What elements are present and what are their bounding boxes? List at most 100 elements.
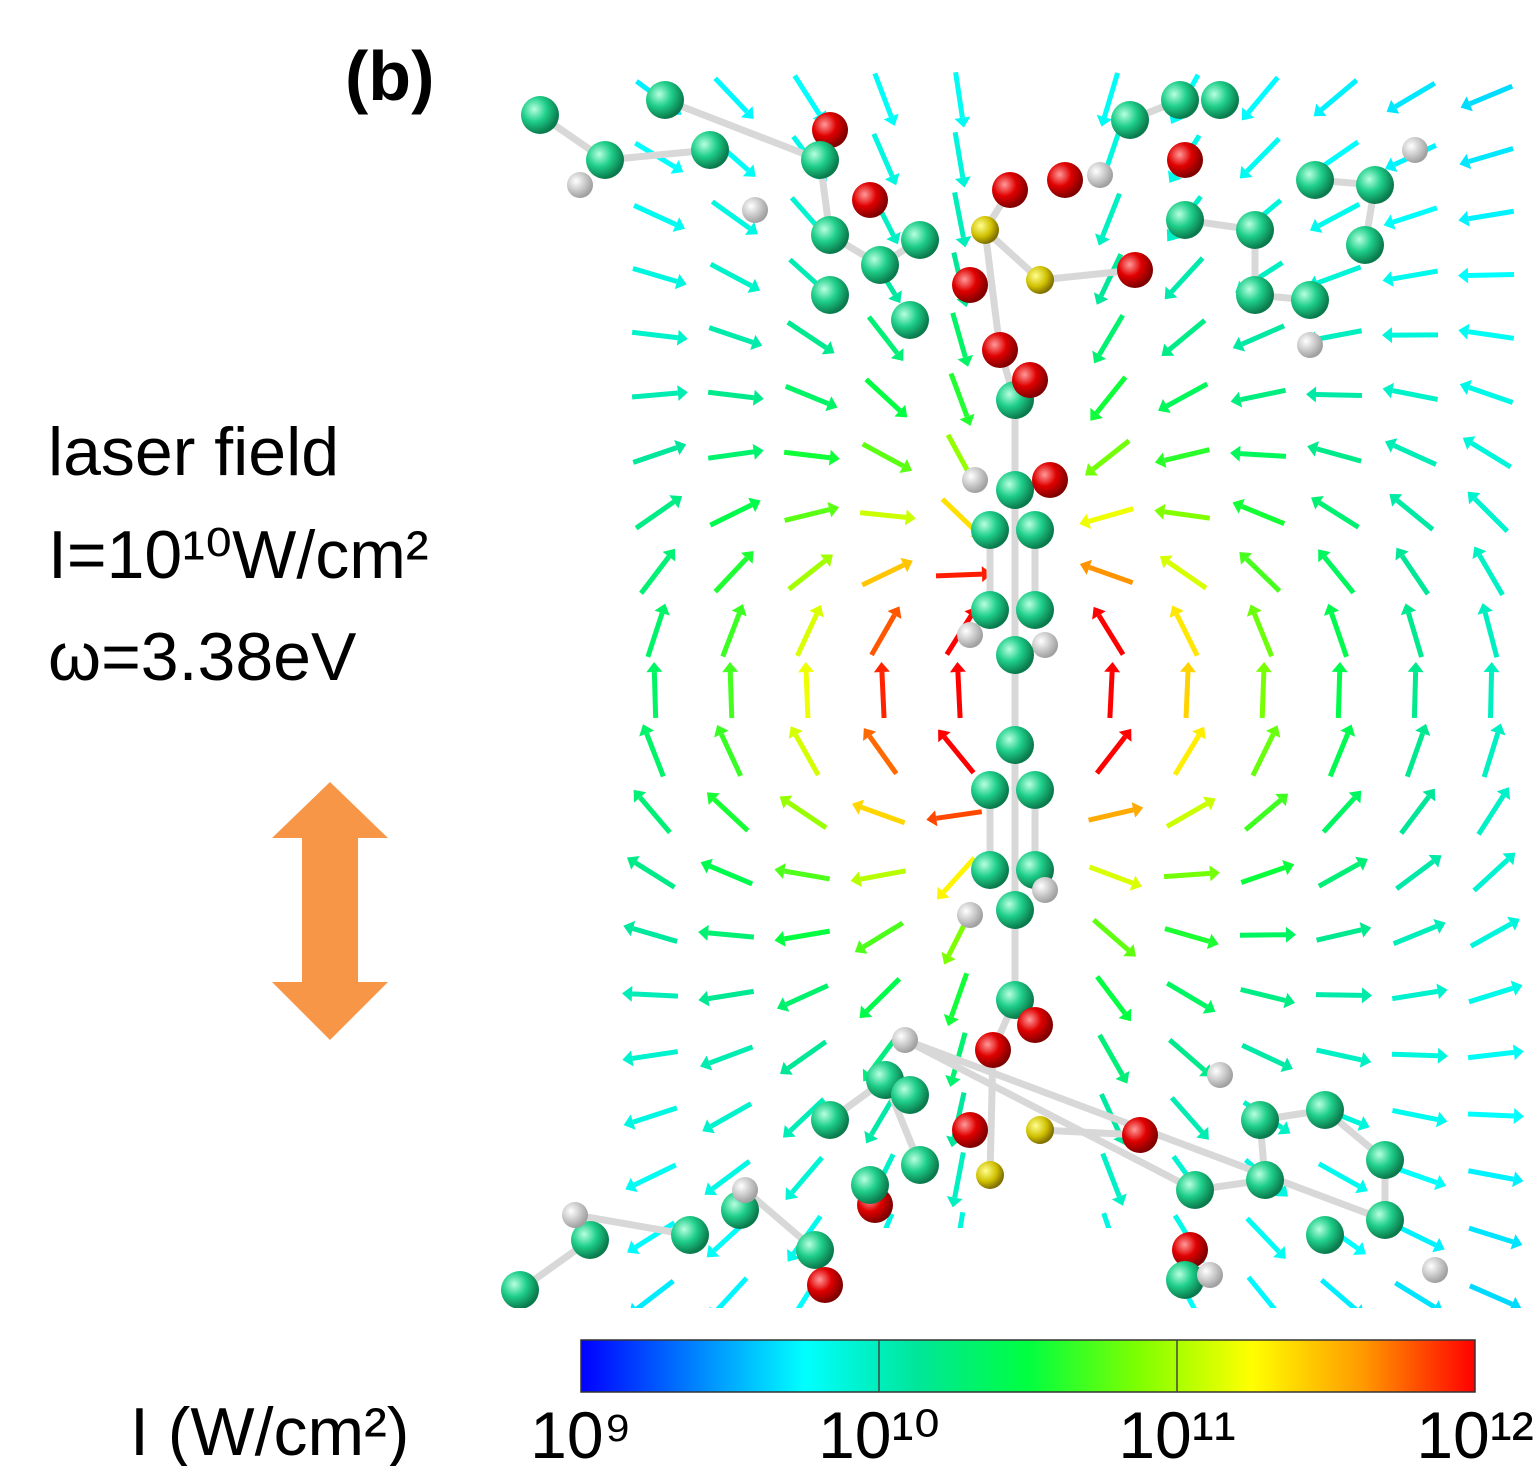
field-arrow bbox=[1468, 275, 1514, 276]
field-arrow bbox=[633, 448, 677, 463]
field-arrow bbox=[951, 373, 967, 416]
field-arrow-head bbox=[829, 450, 840, 466]
field-arrow bbox=[863, 923, 902, 947]
field-arrow bbox=[786, 985, 828, 1004]
field-arrow bbox=[1470, 86, 1512, 104]
field-arrow-head bbox=[1332, 662, 1348, 672]
field-arrow-head bbox=[753, 444, 764, 460]
field-arrow-head bbox=[1306, 387, 1316, 403]
field-arrow bbox=[882, 672, 884, 718]
field-arrow-head bbox=[1513, 1044, 1524, 1060]
atom bbox=[1012, 362, 1048, 398]
field-arrow bbox=[1164, 873, 1210, 876]
field-arrow bbox=[1089, 567, 1132, 582]
field-arrow bbox=[944, 737, 973, 773]
field-arrow-head bbox=[1256, 662, 1272, 672]
field-arrow bbox=[1103, 194, 1120, 237]
laser-title: laser field bbox=[48, 414, 339, 490]
atom bbox=[1297, 332, 1323, 358]
field-arrow bbox=[1167, 804, 1207, 827]
field-arrow bbox=[944, 858, 975, 892]
field-arrow-head bbox=[646, 662, 662, 672]
field-arrow bbox=[708, 991, 753, 998]
field-arrow bbox=[936, 574, 982, 576]
field-arrow bbox=[1093, 441, 1129, 470]
atom bbox=[567, 172, 593, 198]
field-arrow bbox=[870, 736, 897, 773]
field-arrow bbox=[784, 931, 829, 939]
colorbar-tick-label: 10⁹ bbox=[530, 1398, 632, 1466]
atom bbox=[1166, 201, 1204, 239]
field-arrow bbox=[1317, 449, 1361, 461]
field-arrow bbox=[1469, 148, 1513, 161]
field-arrow-head bbox=[1230, 446, 1240, 462]
field-arrow bbox=[1394, 926, 1437, 943]
field-arrow-head bbox=[1362, 987, 1372, 1003]
field-arrow bbox=[955, 192, 964, 237]
panel-label: (b) bbox=[345, 37, 434, 115]
field-arrow bbox=[1485, 613, 1497, 658]
field-arrow bbox=[1242, 506, 1285, 523]
atom bbox=[1197, 1262, 1223, 1288]
field-arrow-head bbox=[956, 236, 972, 247]
field-arrow bbox=[1414, 672, 1415, 718]
field-arrow bbox=[1168, 562, 1206, 588]
polarization-arrow bbox=[272, 782, 388, 1040]
field-arrow bbox=[872, 615, 895, 655]
field-arrow-head bbox=[1360, 1052, 1371, 1068]
field-arrow bbox=[1394, 446, 1436, 465]
field-arrow bbox=[1468, 1052, 1514, 1057]
field-arrow-head bbox=[1436, 983, 1447, 999]
field-arrow bbox=[955, 132, 963, 177]
field-arrow bbox=[951, 973, 966, 1016]
atom bbox=[1201, 81, 1239, 119]
colorbar-tick-label: 10¹² bbox=[1416, 1398, 1533, 1466]
atom bbox=[562, 1202, 588, 1228]
atom bbox=[811, 276, 849, 314]
field-arrow bbox=[1167, 384, 1207, 406]
atom bbox=[1016, 511, 1054, 549]
field-arrow bbox=[1468, 332, 1514, 339]
field-arrow bbox=[1177, 614, 1197, 655]
field-arrow bbox=[1392, 271, 1437, 279]
atom bbox=[691, 131, 729, 169]
atom bbox=[1117, 252, 1153, 288]
atom bbox=[1176, 1171, 1214, 1209]
molecule bbox=[501, 81, 1448, 1309]
field-arrow bbox=[1247, 1218, 1279, 1251]
field-arrow-head bbox=[774, 863, 785, 879]
field-arrow-head bbox=[947, 1196, 963, 1207]
atom bbox=[742, 197, 768, 223]
atom bbox=[1296, 161, 1334, 199]
atom bbox=[1032, 632, 1058, 658]
field-arrow bbox=[1245, 800, 1280, 830]
atom bbox=[1111, 101, 1149, 139]
field-arrow bbox=[1322, 1280, 1357, 1310]
field-arrow bbox=[1395, 1283, 1434, 1307]
field-arrow bbox=[1468, 1114, 1514, 1116]
atom bbox=[975, 1032, 1011, 1068]
atom bbox=[996, 636, 1034, 674]
field-arrow bbox=[715, 1278, 746, 1312]
field-arrow bbox=[784, 871, 829, 879]
field-arrow bbox=[634, 1165, 675, 1185]
field-arrow bbox=[1170, 1040, 1205, 1070]
field-arrow-head bbox=[1458, 267, 1468, 283]
atom bbox=[1032, 877, 1058, 903]
field-arrow bbox=[1392, 1054, 1438, 1056]
field-arrow-head bbox=[698, 991, 709, 1007]
atom bbox=[521, 96, 559, 134]
field-arrow bbox=[1317, 267, 1360, 283]
atom bbox=[901, 1146, 939, 1184]
field-arrow bbox=[1320, 142, 1358, 168]
field-arrow bbox=[1470, 1286, 1512, 1304]
field-arrow bbox=[1317, 1050, 1362, 1060]
field-arrow bbox=[723, 614, 739, 657]
field-arrow-head bbox=[774, 931, 785, 947]
field-arrow bbox=[1324, 798, 1355, 832]
field-arrow bbox=[1089, 509, 1133, 522]
atom bbox=[971, 851, 1009, 889]
field-arrow bbox=[1241, 868, 1285, 883]
field-arrow bbox=[866, 379, 900, 410]
atom bbox=[996, 891, 1034, 929]
